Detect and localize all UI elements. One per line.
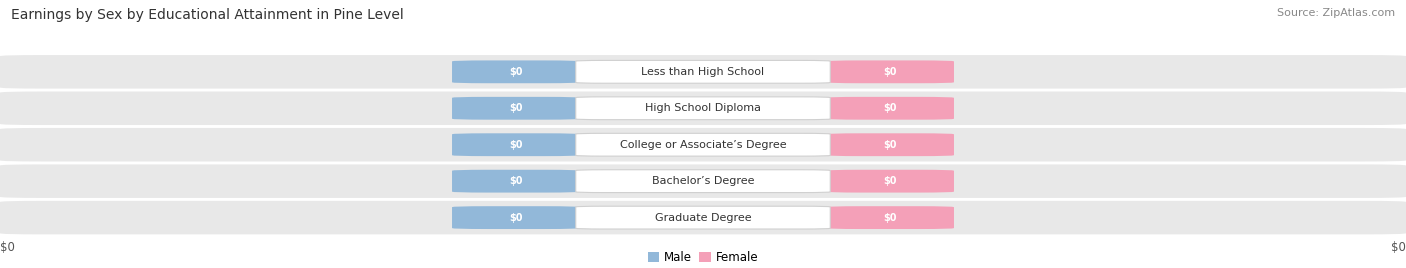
FancyBboxPatch shape [576, 97, 830, 120]
FancyBboxPatch shape [451, 60, 581, 83]
Text: $0: $0 [883, 176, 897, 186]
Text: $0: $0 [883, 213, 897, 223]
Text: Earnings by Sex by Educational Attainment in Pine Level: Earnings by Sex by Educational Attainmen… [11, 8, 404, 22]
Legend: Male, Female: Male, Female [643, 246, 763, 268]
FancyBboxPatch shape [576, 170, 830, 193]
Text: $0: $0 [509, 140, 523, 150]
FancyBboxPatch shape [827, 60, 953, 83]
Text: College or Associate’s Degree: College or Associate’s Degree [620, 140, 786, 150]
FancyBboxPatch shape [451, 97, 581, 120]
FancyBboxPatch shape [0, 55, 1406, 89]
FancyBboxPatch shape [0, 91, 1406, 125]
FancyBboxPatch shape [451, 170, 581, 193]
Text: Graduate Degree: Graduate Degree [655, 213, 751, 223]
FancyBboxPatch shape [827, 133, 953, 156]
Text: $0: $0 [883, 67, 897, 77]
FancyBboxPatch shape [576, 60, 830, 83]
Text: $0: $0 [509, 103, 523, 113]
Text: Less than High School: Less than High School [641, 67, 765, 77]
FancyBboxPatch shape [827, 97, 953, 120]
FancyBboxPatch shape [827, 170, 953, 193]
FancyBboxPatch shape [0, 201, 1406, 234]
Text: $0: $0 [0, 241, 15, 254]
Text: $0: $0 [509, 176, 523, 186]
FancyBboxPatch shape [0, 128, 1406, 162]
Text: Source: ZipAtlas.com: Source: ZipAtlas.com [1277, 8, 1395, 18]
Text: High School Diploma: High School Diploma [645, 103, 761, 113]
Text: $0: $0 [883, 103, 897, 113]
Text: Bachelor’s Degree: Bachelor’s Degree [652, 176, 754, 186]
FancyBboxPatch shape [0, 164, 1406, 198]
Text: $0: $0 [509, 213, 523, 223]
FancyBboxPatch shape [576, 133, 830, 156]
FancyBboxPatch shape [451, 133, 581, 156]
Text: $0: $0 [883, 140, 897, 150]
FancyBboxPatch shape [451, 206, 581, 229]
FancyBboxPatch shape [827, 206, 953, 229]
Text: $0: $0 [1391, 241, 1406, 254]
Text: $0: $0 [509, 67, 523, 77]
FancyBboxPatch shape [576, 206, 830, 229]
